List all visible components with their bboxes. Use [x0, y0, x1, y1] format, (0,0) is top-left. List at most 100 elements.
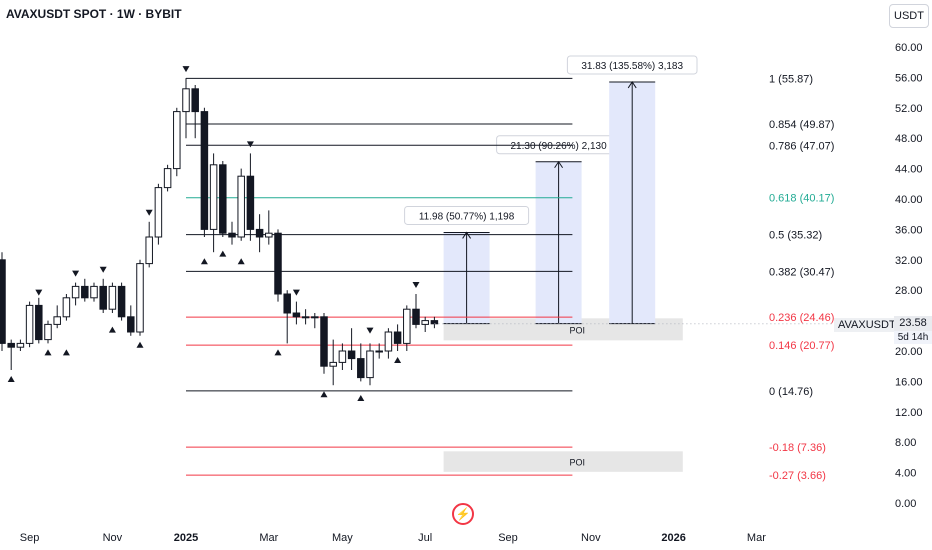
candle-body [403, 308, 411, 344]
fib-level-label: 0.618 (40.17) [769, 193, 834, 205]
candle-body [283, 293, 291, 314]
candle-body [219, 164, 227, 234]
x-tick-label: 2026 [661, 532, 685, 544]
pivot-high-marker [99, 266, 107, 273]
target-label-box [566, 55, 698, 75]
y-tick-label: 60.00 [895, 42, 923, 54]
candle-body [35, 304, 43, 341]
y-tick-label: 8.00 [895, 437, 916, 449]
x-tick-label: Sep [498, 532, 518, 544]
candle-body [301, 316, 310, 319]
fib-level-label: -0.27 (3.66) [769, 470, 826, 482]
candle-body [311, 316, 319, 319]
chart-title: AVAXUSDT SPOT · 1W · BYBIT [6, 7, 182, 21]
candle-body [81, 285, 89, 299]
candle-body [16, 342, 25, 348]
candle-body [53, 316, 61, 325]
target-arrow-head [627, 81, 637, 89]
pivot-low-marker [108, 326, 116, 333]
pivot-high-marker [145, 209, 153, 216]
candle-body [237, 175, 245, 238]
y-tick-label: 28.00 [895, 285, 923, 297]
price-tag-symbol: AVAXUSDT [834, 318, 900, 332]
candle-body [0, 259, 6, 344]
target-label-box [404, 205, 530, 225]
fib-level-label: 0.236 (24.46) [769, 312, 834, 324]
y-tick-label: 0.00 [895, 498, 916, 510]
candle-body [145, 236, 153, 265]
y-tick-label: 4.00 [895, 468, 916, 480]
fib-level-label: 0.382 (30.47) [769, 266, 834, 278]
candle-body [228, 232, 236, 238]
x-tick-label: Sep [20, 532, 40, 544]
y-tick-label: 20.00 [895, 346, 923, 358]
pivot-low-marker [200, 258, 208, 265]
target-label: 11.98 (50.77%) 1,198 [419, 211, 515, 222]
candle-body [274, 232, 282, 295]
pivot-high-marker [366, 327, 374, 334]
pivot-low-marker [136, 341, 144, 348]
candle-body [292, 312, 301, 318]
fib-level-label: 0 (14.76) [769, 386, 813, 398]
candle-body [384, 331, 393, 352]
candle-body [375, 350, 383, 353]
pivot-low-marker [357, 395, 365, 401]
x-tick-label: Mar [259, 532, 278, 544]
candle-body [163, 168, 172, 189]
x-tick-label: Nov [103, 532, 123, 544]
y-tick-label: 16.00 [895, 376, 923, 388]
candle-body [320, 316, 328, 367]
candle-body [108, 285, 117, 310]
candle-body [90, 285, 98, 299]
pivot-high-marker [292, 289, 300, 296]
candle-body [255, 228, 264, 238]
y-tick-label: 36.00 [895, 224, 923, 236]
pivot-low-marker [274, 349, 282, 356]
pivot-low-marker [44, 349, 52, 356]
x-tick-label: 2025 [174, 532, 198, 544]
y-tick-label: 48.00 [895, 133, 923, 145]
pivot-high-marker [72, 270, 80, 277]
candle-body [154, 187, 163, 238]
x-tick-label: Nov [581, 532, 601, 544]
target-label: 21.30 (90.26%) 2,130 [511, 141, 608, 152]
y-tick-label: 44.00 [895, 164, 923, 176]
y-tick-label: 40.00 [895, 194, 923, 206]
pivot-low-marker [237, 258, 245, 265]
target-arrow-head [462, 231, 472, 239]
candle-body [329, 361, 337, 367]
candle-body [246, 175, 255, 230]
candle-body [209, 164, 218, 230]
x-tick-label: Jul [418, 532, 432, 544]
candle-body [99, 285, 107, 310]
fib-level-label: -0.18 (7.36) [769, 442, 826, 454]
pivot-high-marker [182, 66, 190, 73]
candle-body [421, 320, 429, 325]
candle-body [71, 285, 80, 299]
y-tick-label: 56.00 [895, 72, 923, 84]
y-tick-label: 12.00 [895, 407, 923, 419]
candle-body [44, 323, 52, 341]
fib-level-label: 0.146 (20.77) [769, 340, 834, 352]
candle-body [7, 342, 15, 348]
candle-body [191, 88, 199, 113]
lightning-logo-icon[interactable]: ⚡ [452, 503, 474, 525]
currency-button[interactable]: USDT [889, 4, 929, 28]
y-tick-label: 32.00 [895, 255, 923, 267]
candle-body [412, 308, 420, 325]
pivot-low-marker [62, 349, 70, 356]
candle-body [338, 350, 347, 363]
pivot-low-marker [394, 357, 402, 363]
candle-body [182, 88, 190, 113]
pivot-low-marker [7, 376, 15, 382]
candle-body [127, 316, 135, 333]
target-arrow-head [554, 160, 564, 169]
poi-label: POI [569, 458, 585, 468]
candle-body [117, 285, 126, 318]
candle-body [357, 358, 365, 379]
price-tag-countdown: 5d 14h [894, 331, 932, 344]
candle-body [347, 350, 356, 360]
fib-level-label: 1 (55.87) [769, 73, 813, 85]
